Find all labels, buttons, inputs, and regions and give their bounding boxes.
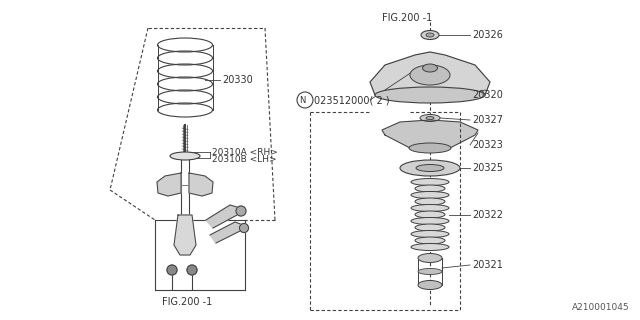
Text: FIG.200 -1: FIG.200 -1 xyxy=(382,13,432,23)
Text: 20330: 20330 xyxy=(222,75,253,85)
Text: N: N xyxy=(299,95,305,105)
Ellipse shape xyxy=(416,164,444,172)
Ellipse shape xyxy=(411,191,449,198)
Ellipse shape xyxy=(422,64,438,72)
Ellipse shape xyxy=(415,185,445,192)
Circle shape xyxy=(236,206,246,216)
Ellipse shape xyxy=(415,211,445,218)
Text: 20327: 20327 xyxy=(472,115,503,125)
Text: 20322: 20322 xyxy=(472,210,503,220)
Circle shape xyxy=(187,265,197,275)
Text: FIG.200 -1: FIG.200 -1 xyxy=(162,297,212,307)
Text: 20320: 20320 xyxy=(472,90,503,100)
Ellipse shape xyxy=(170,152,200,160)
Ellipse shape xyxy=(415,224,445,231)
Circle shape xyxy=(239,223,248,233)
Polygon shape xyxy=(206,205,240,228)
Ellipse shape xyxy=(410,65,450,85)
Ellipse shape xyxy=(409,143,451,153)
Text: A210001045: A210001045 xyxy=(572,303,630,312)
Polygon shape xyxy=(370,52,490,95)
Text: 20325: 20325 xyxy=(472,163,503,173)
Ellipse shape xyxy=(426,116,434,119)
Circle shape xyxy=(167,265,177,275)
Ellipse shape xyxy=(400,160,460,176)
Text: 023512000( 2 ): 023512000( 2 ) xyxy=(314,95,390,105)
Ellipse shape xyxy=(415,237,445,244)
Polygon shape xyxy=(174,215,196,255)
Ellipse shape xyxy=(426,33,434,37)
Ellipse shape xyxy=(415,198,445,205)
Text: 20321: 20321 xyxy=(472,260,503,270)
Ellipse shape xyxy=(411,230,449,237)
Polygon shape xyxy=(157,173,181,196)
Ellipse shape xyxy=(418,253,442,262)
Ellipse shape xyxy=(421,30,439,39)
Text: 20310B <LH>: 20310B <LH> xyxy=(212,155,276,164)
Ellipse shape xyxy=(411,179,449,186)
Ellipse shape xyxy=(418,268,442,275)
Ellipse shape xyxy=(375,87,485,103)
Ellipse shape xyxy=(420,115,440,122)
Ellipse shape xyxy=(411,244,449,251)
Polygon shape xyxy=(189,173,213,196)
Ellipse shape xyxy=(411,204,449,212)
Ellipse shape xyxy=(411,218,449,225)
Text: 20323: 20323 xyxy=(472,140,503,150)
Text: 20326: 20326 xyxy=(472,30,503,40)
Polygon shape xyxy=(210,222,243,243)
Polygon shape xyxy=(382,120,478,150)
Ellipse shape xyxy=(418,281,442,290)
Text: 20310A <RH>: 20310A <RH> xyxy=(212,148,278,156)
